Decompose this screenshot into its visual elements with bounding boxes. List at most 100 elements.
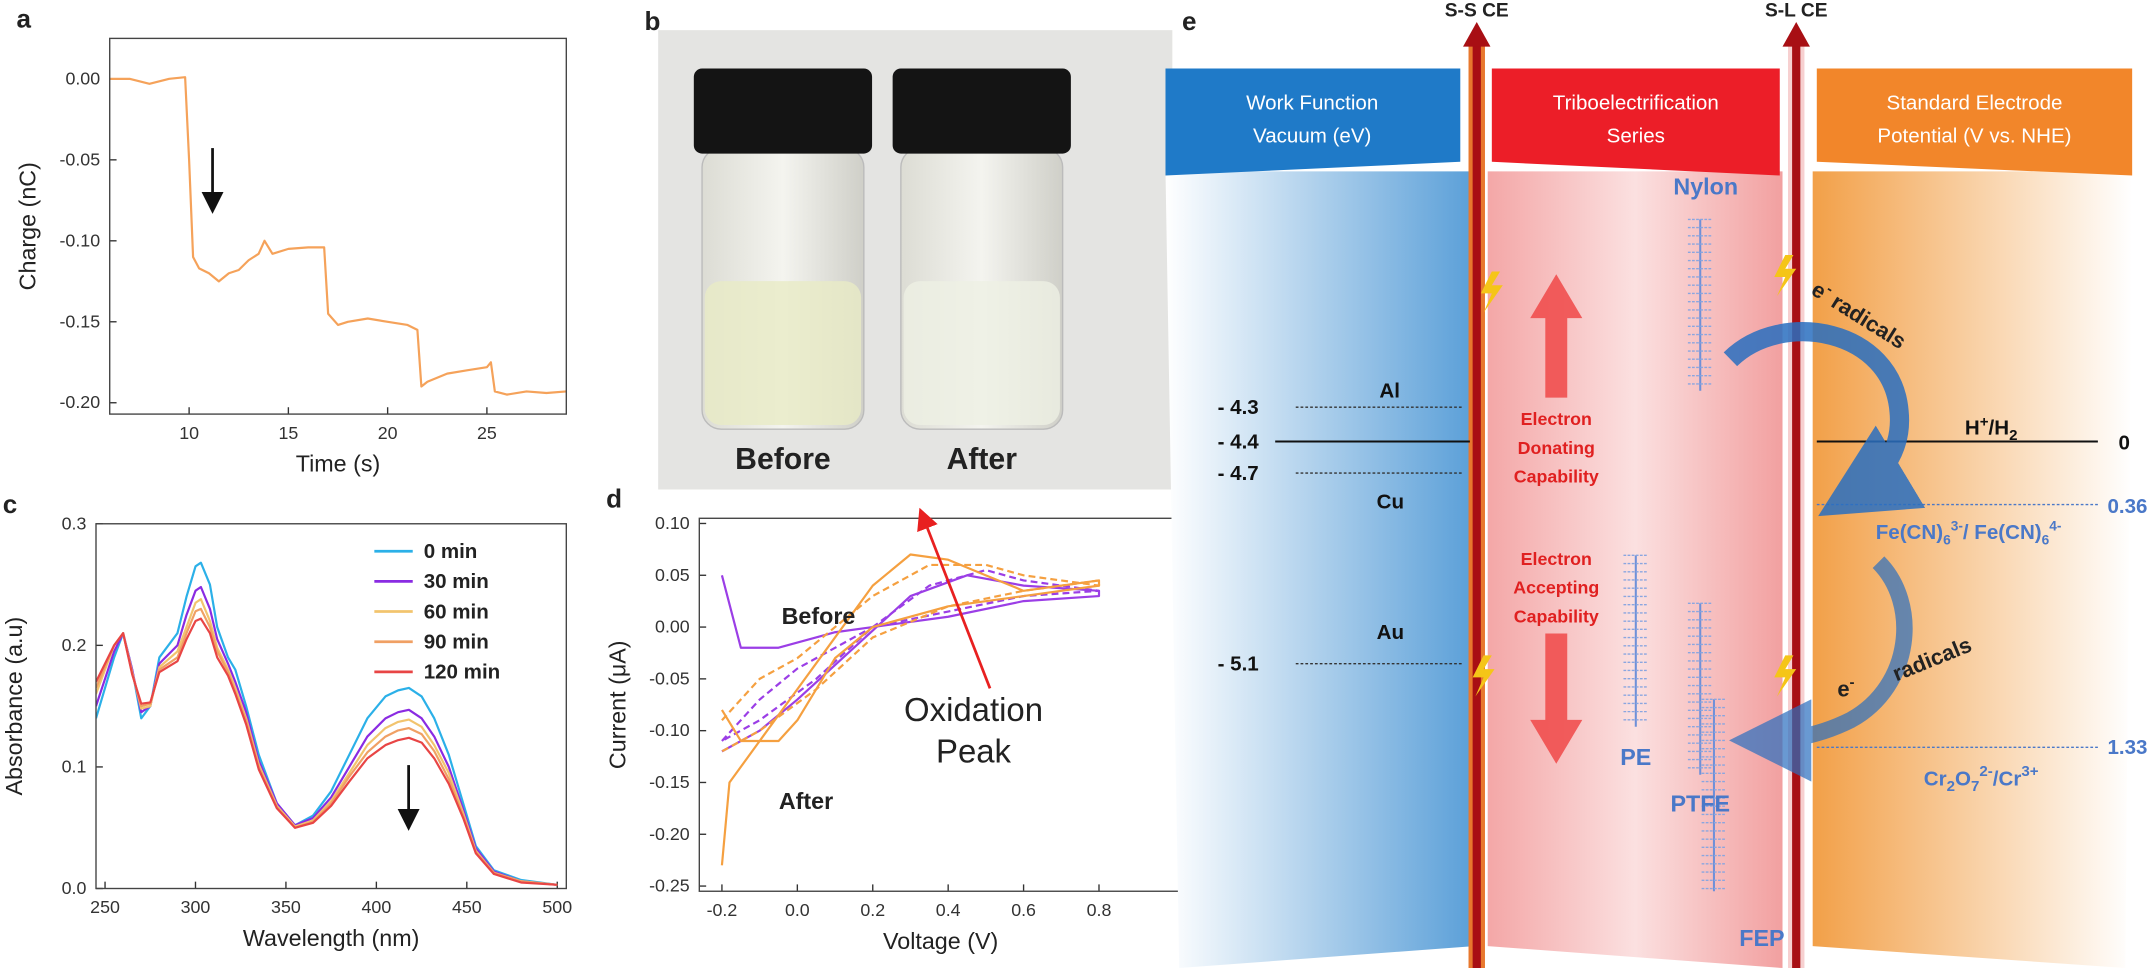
photo-caption: After [947, 443, 1018, 476]
arrow-label: S-L CE [1765, 0, 1828, 21]
banner [1491, 68, 1780, 176]
y-tick-label: -0.10 [649, 720, 690, 740]
legend-label: 60 min [424, 600, 489, 623]
y-tick-label: -0.15 [60, 311, 101, 331]
annotation: After [779, 788, 833, 814]
x-tick-label: 0.8 [1087, 900, 1112, 920]
y-tick-label: 0.2 [62, 635, 87, 655]
y-tick-label: 0.05 [655, 565, 690, 585]
material-label: PTFE [1670, 791, 1730, 817]
x-tick-label: 250 [90, 897, 120, 917]
legend-label: 30 min [424, 570, 489, 593]
material-label: FEP [1739, 925, 1784, 951]
potential-value: 0.36 [2107, 495, 2147, 518]
x-axis-label: Voltage (V) [883, 928, 998, 954]
capability-label: Electron Accepting Capability [1513, 549, 1599, 627]
annotation: Peak [936, 732, 1012, 769]
ce-arrow-head [1463, 21, 1491, 47]
metal-label: Al [1379, 380, 1400, 403]
photo-panel: b Before After [644, 6, 1173, 490]
x-tick-label: 25 [477, 423, 497, 443]
transfer-arrow [1729, 556, 1913, 782]
banner-title: Triboelectrification Series [1553, 92, 1719, 148]
ladders [1623, 218, 1727, 892]
series-line [721, 569, 1101, 742]
y-axis-label: Charge (nC) [15, 162, 41, 290]
x-tick-label: 300 [181, 897, 211, 917]
lightning-icon [1480, 271, 1503, 313]
metal-label: Cu [1377, 491, 1404, 514]
y-tick-label: 0.00 [655, 617, 690, 637]
x-tick-label: 0.4 [936, 900, 961, 920]
x-tick-label: 350 [271, 897, 301, 917]
y-tick-label: -0.05 [649, 668, 690, 688]
material-label: PE [1620, 744, 1651, 770]
x-axis-label: Time (s) [296, 451, 381, 477]
transfer-label: e- [1837, 674, 1854, 702]
panel-letter: c [3, 489, 17, 519]
vial-liquid [903, 281, 1060, 426]
plot-frame [109, 37, 567, 415]
x-tick-label: 0.0 [785, 900, 810, 920]
peak-arrow [917, 507, 992, 689]
y-tick-label: -0.25 [649, 876, 690, 896]
redox-couple: Cr2O72-/Cr3+ [1924, 763, 2039, 795]
x-tick-label: 0.6 [1011, 900, 1036, 920]
y-tick-label: 0.00 [65, 68, 100, 88]
x-axis-label: Wavelength (nm) [243, 925, 420, 951]
banner-title: Work Function Vacuum (eV) [1246, 92, 1378, 148]
diagram-panel: e Work Function Vacuum (eV) Triboelectrif… [1165, 0, 2147, 969]
charts: a 10 15 20 25 0.00 -0.05 -0.10 -0.15 -0.20 Time (s… [1, 3, 1183, 954]
column [1165, 171, 1475, 969]
panel-letter: a [16, 3, 31, 33]
metal-label: Au [1377, 621, 1404, 644]
potential-value: 0 [2118, 432, 2129, 455]
legend-label: 120 min [424, 661, 501, 684]
x-tick-label: 0.2 [860, 900, 885, 920]
capability-label: Electron Donating Capability [1514, 409, 1599, 487]
series-line [721, 563, 1101, 753]
level-label: - 4.4 [1218, 430, 1260, 453]
vial-cap [693, 68, 873, 154]
arrow-label: S-S CE [1445, 0, 1509, 21]
y-tick-label: -0.20 [60, 392, 101, 412]
panel-letter: d [606, 483, 622, 513]
x-tick-label: -0.2 [707, 900, 738, 920]
transfer-arrow [1723, 322, 1926, 517]
x-tick-label: 15 [278, 423, 298, 443]
vial-cap [892, 68, 1071, 154]
panel-letter: e [1182, 6, 1197, 36]
lightning-icon [1774, 255, 1797, 297]
level-label: - 4.3 [1218, 396, 1259, 419]
y-tick-label: 0.1 [62, 756, 87, 776]
capability-arrow [1530, 274, 1583, 398]
column [1812, 171, 2133, 969]
level-label: - 4.7 [1218, 462, 1259, 485]
y-tick-label: -0.05 [60, 149, 101, 169]
plot-area [720, 553, 1101, 866]
x-tick-label: 400 [362, 897, 392, 917]
x-tick-label: 10 [179, 423, 199, 443]
material-label: Nylon [1673, 174, 1738, 200]
redox-couple: H+/H2 [1965, 413, 2018, 444]
panel-letter: b [644, 6, 660, 36]
y-axis-label: Absorbance (a.u) [1, 617, 27, 796]
x-tick-label: 500 [542, 897, 572, 917]
annotation: Oxidation [904, 691, 1043, 728]
photo-caption: Before [735, 443, 831, 476]
plot-area [109, 76, 567, 396]
capability-arrow [1530, 633, 1583, 764]
level-label: - 5.1 [1218, 652, 1259, 675]
series-line [109, 76, 567, 396]
y-axis-label: Current (μA) [604, 640, 630, 769]
y-tick-label: -0.20 [649, 824, 690, 844]
y-tick-label: -0.15 [649, 772, 690, 792]
banner [1165, 68, 1461, 176]
x-tick-label: 450 [452, 897, 482, 917]
banner [1816, 68, 2133, 176]
redox-couple: Fe(CN)63-/ Fe(CN)64- [1876, 519, 2062, 548]
y-tick-label: -0.10 [60, 230, 101, 250]
series-line [96, 617, 558, 886]
y-tick-label: 0.0 [62, 878, 87, 898]
annotation: Before [782, 603, 856, 629]
